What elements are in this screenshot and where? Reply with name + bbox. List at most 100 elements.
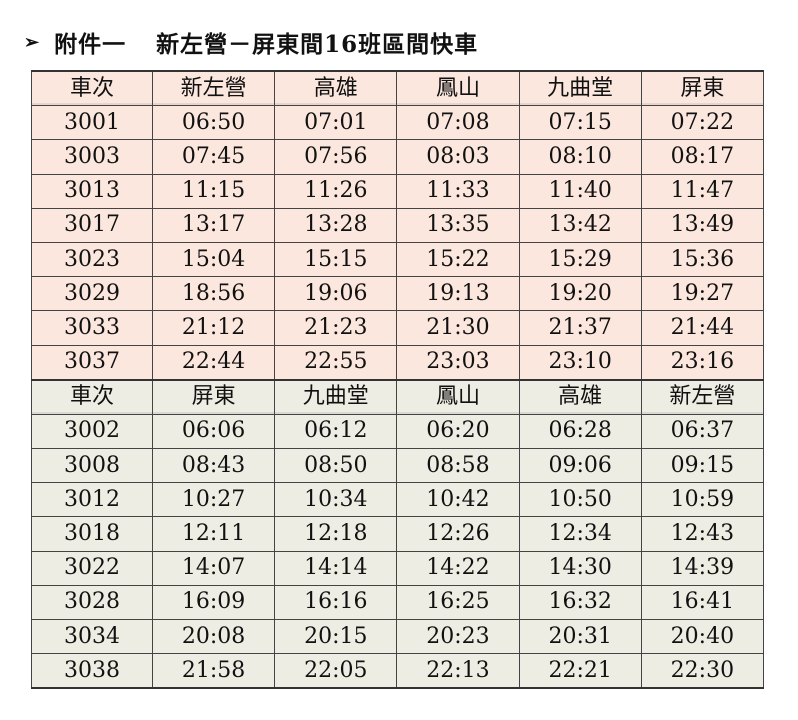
train-number-cell: 3012 <box>31 482 153 518</box>
train-number-cell: 3037 <box>31 344 153 381</box>
time-cell: 16:32 <box>518 584 642 621</box>
time-cell: 22:13 <box>396 653 520 690</box>
table-row: 3028 16:09 16:16 16:25 16:32 16:41 <box>31 584 765 621</box>
table-row: 3003 07:45 07:56 08:03 08:10 08:17 <box>31 139 765 175</box>
northbound-section: 車次 屏東 九曲堂 鳳山 高雄 新左營 3002 06:06 06:12 06:… <box>31 378 765 690</box>
time-cell: 16:16 <box>274 584 398 621</box>
time-cell: 08:58 <box>396 448 520 484</box>
header-cell: 九曲堂 <box>518 70 642 107</box>
time-cell: 16:25 <box>396 584 520 621</box>
southbound-section: 車次 新左營 高雄 鳳山 九曲堂 屏東 3001 06:50 07:01 07:… <box>31 70 765 381</box>
train-number-cell: 3002 <box>31 413 153 450</box>
time-cell: 16:09 <box>151 584 276 621</box>
train-number-cell: 3038 <box>31 653 153 690</box>
train-number-cell: 3013 <box>31 173 153 209</box>
time-cell: 11:47 <box>640 173 765 209</box>
time-cell: 08:03 <box>396 139 520 175</box>
time-cell: 14:39 <box>640 550 765 586</box>
time-cell: 21:37 <box>518 310 642 346</box>
time-cell: 10:59 <box>640 482 765 518</box>
time-cell: 12:34 <box>518 516 642 552</box>
time-cell: 14:30 <box>518 550 642 586</box>
table-row: 3023 15:04 15:15 15:22 15:29 15:36 <box>31 241 765 278</box>
header-cell: 屏東 <box>640 70 765 107</box>
train-number-cell: 3029 <box>31 276 153 312</box>
northbound-header-row: 車次 屏東 九曲堂 鳳山 高雄 新左營 <box>31 378 765 415</box>
time-cell: 13:17 <box>151 207 276 243</box>
time-cell: 06:28 <box>518 413 642 450</box>
time-cell: 21:44 <box>640 310 765 346</box>
table-row: 3037 22:44 22:55 23:03 23:10 23:16 <box>31 344 765 381</box>
time-cell: 08:43 <box>151 448 276 484</box>
time-cell: 06:20 <box>396 413 520 450</box>
time-cell: 14:22 <box>396 550 520 586</box>
time-cell: 22:55 <box>274 344 398 381</box>
train-number-cell: 3028 <box>31 584 153 621</box>
time-cell: 21:30 <box>396 310 520 346</box>
train-number-cell: 3008 <box>31 448 153 484</box>
time-cell: 10:34 <box>274 482 398 518</box>
time-cell: 06:50 <box>151 105 276 141</box>
time-cell: 13:42 <box>518 207 642 243</box>
header-cell: 高雄 <box>274 70 398 107</box>
time-cell: 15:15 <box>274 241 398 278</box>
table-row: 3001 06:50 07:01 07:08 07:15 07:22 <box>31 105 765 141</box>
train-number-cell: 3017 <box>31 207 153 243</box>
time-cell: 20:15 <box>274 618 398 655</box>
time-cell: 22:05 <box>274 653 398 690</box>
header-cell: 九曲堂 <box>274 378 398 415</box>
time-cell: 23:10 <box>518 344 642 381</box>
time-cell: 15:04 <box>151 241 276 278</box>
timetable: 車次 新左營 高雄 鳳山 九曲堂 屏東 3001 06:50 07:01 07:… <box>31 70 765 690</box>
time-cell: 13:35 <box>396 207 520 243</box>
table-row: 3013 11:15 11:26 11:33 11:40 11:47 <box>31 173 765 209</box>
time-cell: 21:23 <box>274 310 398 346</box>
time-cell: 07:22 <box>640 105 765 141</box>
time-cell: 12:43 <box>640 516 765 552</box>
time-cell: 16:41 <box>640 584 765 621</box>
time-cell: 08:50 <box>274 448 398 484</box>
train-number-cell: 3033 <box>31 310 153 346</box>
table-row: 3002 06:06 06:12 06:20 06:28 06:37 <box>31 413 765 450</box>
time-cell: 22:21 <box>518 653 642 690</box>
annex-label: 附件一 <box>54 31 127 58</box>
train-number-cell: 3003 <box>31 139 153 175</box>
table-row: 3018 12:11 12:18 12:26 12:34 12:43 <box>31 516 765 552</box>
time-cell: 08:10 <box>518 139 642 175</box>
arrow-bullet-icon: ➢ <box>24 31 41 53</box>
time-cell: 06:12 <box>274 413 398 450</box>
train-number-cell: 3034 <box>31 618 153 655</box>
time-cell: 07:56 <box>274 139 398 175</box>
time-cell: 19:20 <box>518 276 642 312</box>
time-cell: 12:26 <box>396 516 520 552</box>
page-title: 新左營－屏東間16班區間快車 <box>156 31 479 58</box>
time-cell: 14:14 <box>274 550 398 586</box>
time-cell: 12:18 <box>274 516 398 552</box>
time-cell: 07:45 <box>151 139 276 175</box>
time-cell: 11:40 <box>518 173 642 209</box>
table-row: 3008 08:43 08:50 08:58 09:06 09:15 <box>31 448 765 484</box>
header-cell: 車次 <box>31 378 153 415</box>
header-cell: 新左營 <box>151 70 276 107</box>
time-cell: 07:15 <box>518 105 642 141</box>
time-cell: 19:27 <box>640 276 765 312</box>
table-row: 3029 18:56 19:06 19:13 19:20 19:27 <box>31 276 765 312</box>
header-cell: 高雄 <box>518 378 642 415</box>
time-cell: 13:49 <box>640 207 765 243</box>
time-cell: 11:15 <box>151 173 276 209</box>
time-cell: 23:03 <box>396 344 520 381</box>
time-cell: 10:42 <box>396 482 520 518</box>
time-cell: 09:15 <box>640 448 765 484</box>
train-number-cell: 3022 <box>31 550 153 586</box>
time-cell: 07:01 <box>274 105 398 141</box>
time-cell: 12:11 <box>151 516 276 552</box>
header-cell: 鳳山 <box>396 70 520 107</box>
train-number-cell: 3018 <box>31 516 153 552</box>
time-cell: 20:08 <box>151 618 276 655</box>
time-cell: 13:28 <box>274 207 398 243</box>
table-row: 3038 21:58 22:05 22:13 22:21 22:30 <box>31 653 765 690</box>
time-cell: 09:06 <box>518 448 642 484</box>
time-cell: 23:16 <box>640 344 765 381</box>
time-cell: 06:37 <box>640 413 765 450</box>
time-cell: 21:12 <box>151 310 276 346</box>
